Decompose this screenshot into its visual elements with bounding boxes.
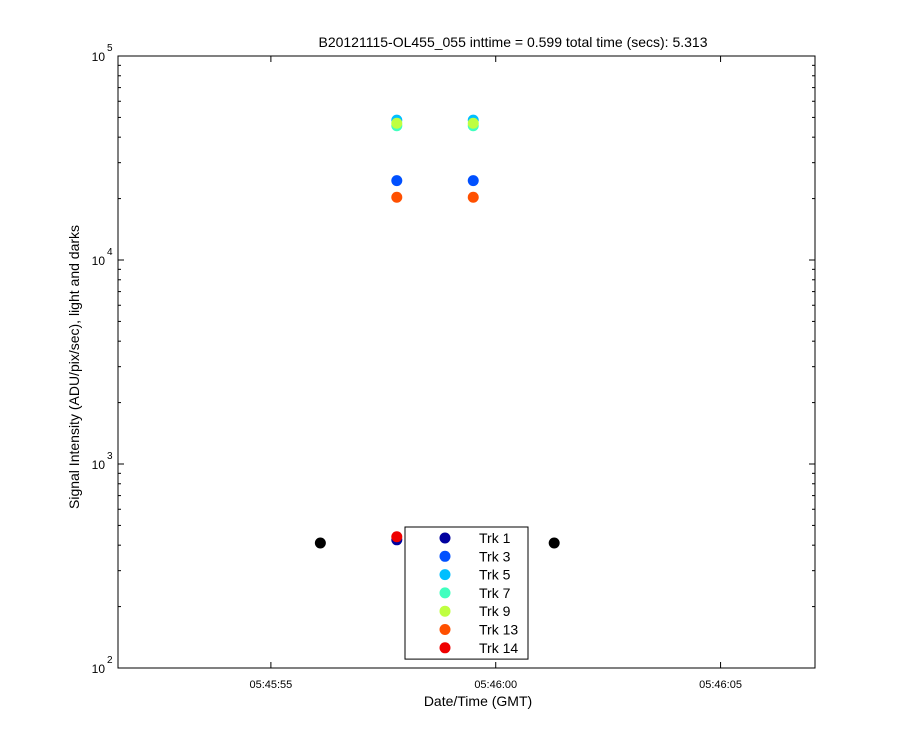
legend-marker <box>439 532 451 544</box>
y-tick-label-base: 10 <box>92 662 106 676</box>
legend-marker <box>439 569 451 581</box>
legend-label: Trk 3 <box>479 548 511 564</box>
legend-label: Trk 13 <box>479 622 518 638</box>
legend-marker <box>439 642 451 654</box>
x-tick-label: 05:46:05 <box>699 679 742 691</box>
chart-title: B20121115-OL455_055 inttime = 0.599 tota… <box>318 34 707 50</box>
y-tick-label-exponent: 2 <box>107 655 113 666</box>
x-axis-ticks: 05:45:55 05:46:00 05:46:05 <box>249 56 742 691</box>
y-tick-label-base: 10 <box>92 458 106 472</box>
legend-marker <box>439 624 451 635</box>
data-point <box>391 191 403 203</box>
dark-point <box>548 537 560 549</box>
data-point <box>467 117 479 129</box>
legend-marker <box>439 550 451 562</box>
data-point <box>391 117 403 129</box>
data-point <box>467 191 479 203</box>
x-tick-label: 05:46:00 <box>474 679 517 691</box>
legend-label: Trk 9 <box>479 603 511 619</box>
legend-marker <box>439 605 451 617</box>
y-tick-label-exponent: 5 <box>107 43 113 54</box>
data-point <box>391 175 403 187</box>
y-axis-label: Signal Intensity (ADU/pix/sec), light an… <box>66 225 82 509</box>
x-tick-label: 05:45:55 <box>249 679 292 691</box>
y-tick-label-base: 10 <box>92 50 106 64</box>
legend-box <box>404 526 529 660</box>
legend-label: Trk 14 <box>479 640 518 656</box>
dark-point <box>314 537 326 549</box>
y-tick-label-exponent: 3 <box>107 451 113 462</box>
legend-label: Trk 7 <box>479 585 511 601</box>
legend-label: Trk 5 <box>479 567 511 583</box>
legend-label: Trk 1 <box>479 530 511 546</box>
y-tick-label-base: 10 <box>92 254 106 268</box>
x-axis-label: Date/Time (GMT) <box>424 693 532 709</box>
data-point <box>391 531 403 543</box>
data-point <box>467 175 479 187</box>
legend-marker <box>439 587 451 599</box>
y-tick-label-exponent: 4 <box>107 247 113 258</box>
legend: Trk 1 Trk 3 Trk 5 Trk 7 Trk 9 Trk 13 Trk 14 <box>404 526 529 660</box>
